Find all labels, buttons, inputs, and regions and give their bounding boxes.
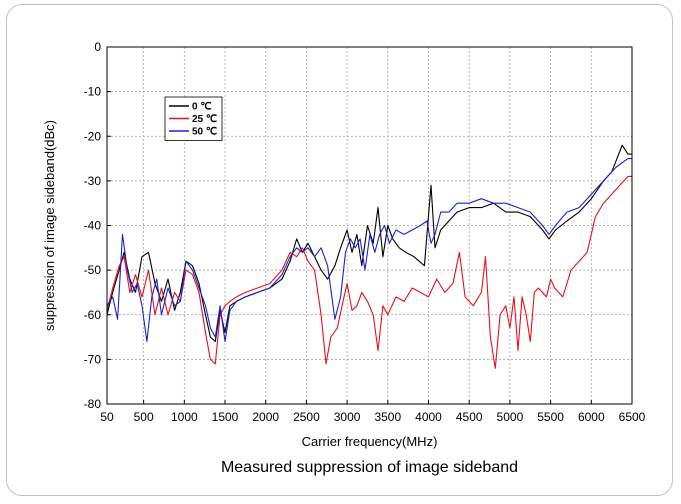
x-tick-label: 5500 [537,410,564,424]
x-tick-label: 500 [134,410,154,424]
x-tick-label: 4000 [415,410,442,424]
legend: 0 ℃25 ℃ 50 ℃ [164,96,223,141]
grid [107,47,632,404]
series-line-1 [106,144,632,343]
x-tick-label: 2500 [293,410,320,424]
x-axis-title: Carrier frequency(MHz) [302,434,438,449]
x-tick-label: 50 [100,410,114,424]
tick-layer: 50 500 1000 1500 2000 2500 3000 3500 4000 4500 500… [84,40,646,424]
x-tick-label: 5000 [497,410,524,424]
legend-label: 50 ℃ [192,127,217,138]
y-tick-label: -40 [84,219,102,233]
legend-label: 25 ℃ [192,114,217,125]
y-tick-label: -50 [84,263,102,277]
y-tick-label: -30 [84,174,102,188]
y-tick-label: -80 [84,397,102,411]
y-tick-label: -60 [84,308,102,322]
series-layer [106,144,632,369]
y-tick-label: -10 [84,85,102,99]
x-tick-label: 2000 [252,410,279,424]
series-line-3 [106,158,632,343]
legend-label: 0 ℃ [192,102,212,113]
x-tick-label: 1000 [171,410,198,424]
x-tick-label: 1500 [212,410,239,424]
y-axis-title: suppression of image sideband(dBc) [42,120,57,331]
y-tick-label: 0 [94,40,101,54]
x-tick-label: 3000 [334,410,361,424]
y-tick-label: -70 [84,352,102,366]
x-tick-label: 3500 [374,410,401,424]
x-tick-label: 4500 [456,410,483,424]
x-tick-label: 6000 [578,410,605,424]
y-tick-label: -20 [84,129,102,143]
series-line-2 [106,175,632,369]
chart-title: Measured suppression of image sideband [221,459,518,476]
x-tick-label: 6500 [619,410,646,424]
